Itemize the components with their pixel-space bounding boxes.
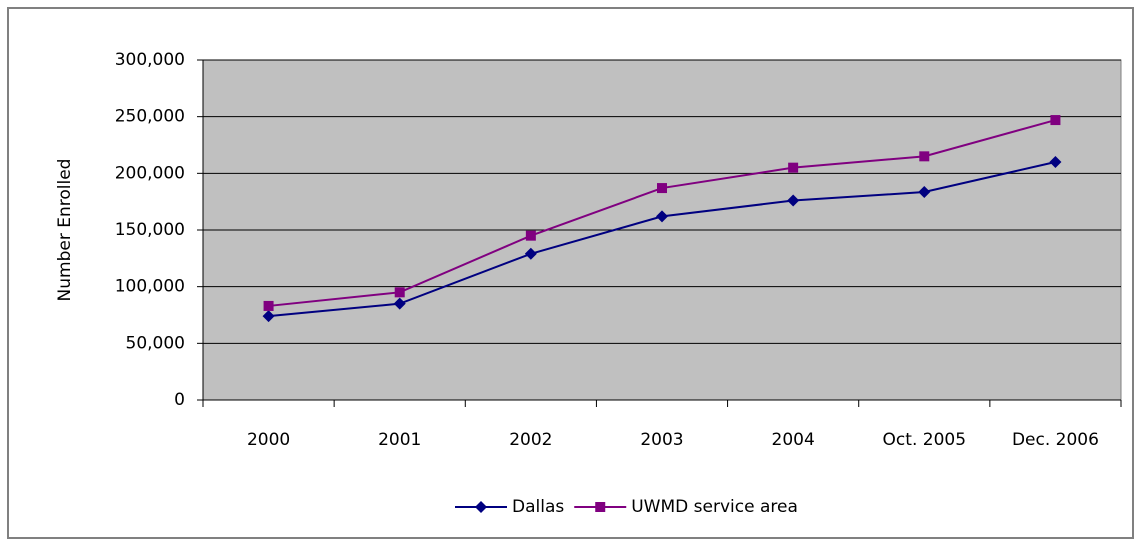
x-tick-label: Oct. 2005	[883, 430, 966, 450]
marker	[524, 247, 537, 260]
y-tick-label: 150,000	[115, 220, 185, 240]
legend-marker	[475, 501, 487, 513]
y-tick-label: 300,000	[115, 50, 185, 70]
marker	[918, 186, 931, 199]
marker	[1049, 156, 1062, 168]
y-tick-label: 50,000	[126, 333, 185, 353]
y-tick-label: 0	[174, 390, 185, 410]
marker	[263, 300, 274, 311]
marker	[394, 287, 405, 298]
x-tick-label: 2000	[247, 430, 290, 450]
marker	[657, 183, 667, 194]
x-tick-label: 2003	[640, 430, 683, 450]
marker	[1050, 115, 1061, 126]
y-tick-label: 200,000	[115, 163, 185, 183]
marker	[525, 230, 536, 241]
legend-label: UWMD service area	[631, 497, 798, 517]
marker	[656, 210, 668, 223]
marker	[787, 194, 800, 207]
legend-label: Dallas	[512, 497, 564, 517]
y-tick-label: 250,000	[115, 107, 185, 127]
y-tick-label: 100,000	[115, 277, 185, 297]
marker	[788, 162, 799, 173]
y-axis-label: Number Enrolled	[55, 159, 75, 302]
x-tick-label: 2004	[772, 430, 815, 450]
x-tick-label: 2001	[378, 430, 421, 450]
marker	[262, 310, 275, 323]
legend-marker	[595, 502, 606, 512]
marker	[393, 297, 406, 310]
x-tick-label: 2002	[509, 430, 552, 450]
x-tick-label: Dec. 2006	[1012, 430, 1099, 450]
marker	[919, 151, 930, 162]
